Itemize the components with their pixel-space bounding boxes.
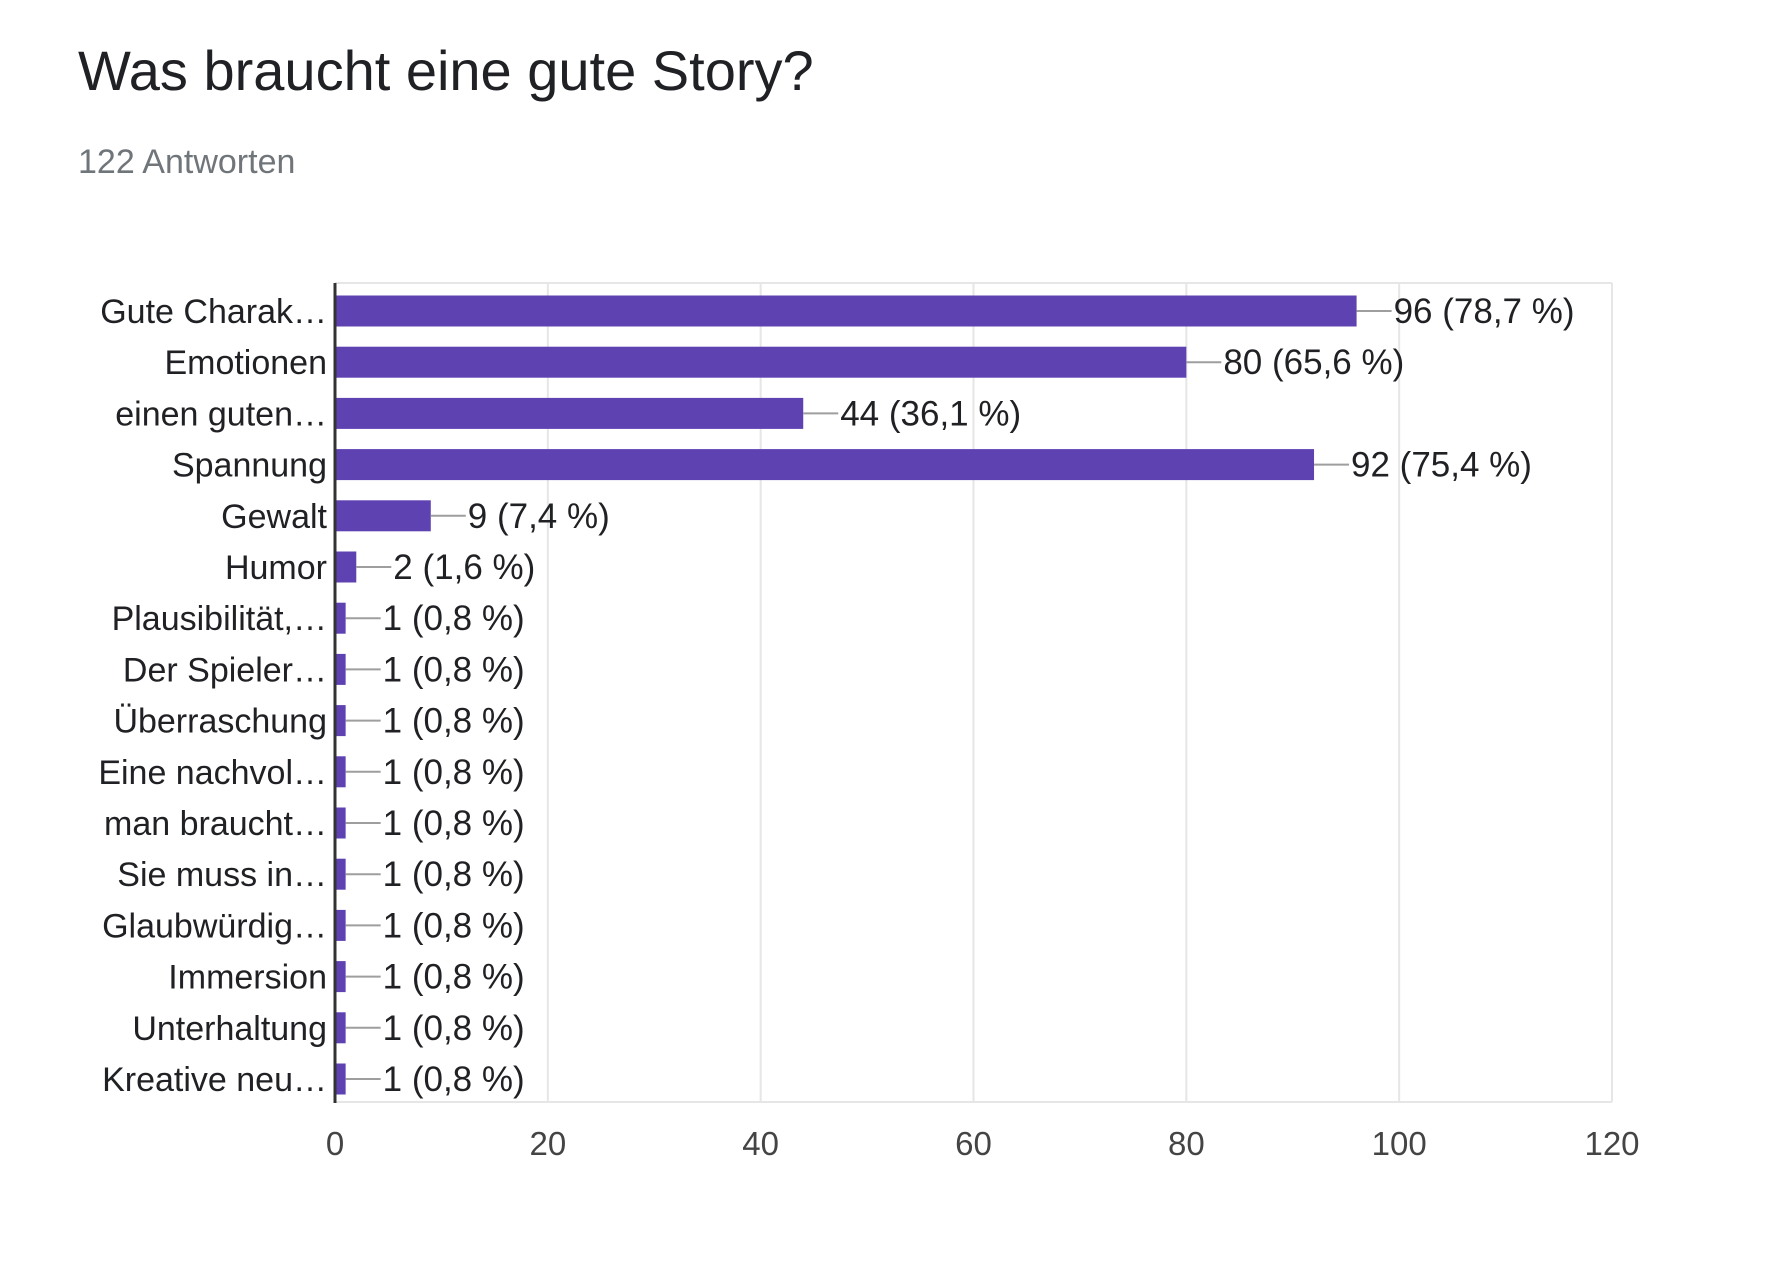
bar <box>335 295 1357 327</box>
data-label: 1 (0,8 %) <box>383 702 525 741</box>
category-label: Spannung <box>172 447 327 485</box>
chart-title: Was braucht eine gute Story? <box>78 39 814 102</box>
data-label: 1 (0,8 %) <box>383 906 525 945</box>
bar <box>335 961 346 993</box>
data-label: 1 (0,8 %) <box>383 1060 525 1099</box>
data-label: 1 (0,8 %) <box>383 958 525 997</box>
bar <box>335 705 346 737</box>
data-label: 96 (78,7 %) <box>1394 292 1575 331</box>
category-label: Gewalt <box>221 498 327 536</box>
labels: 0 20 40 60 80 100 120 96 (78,7 %) Gute Charak… 80… <box>98 292 1639 1162</box>
x-tick-label: 40 <box>742 1125 779 1162</box>
category-label: Humor <box>225 549 327 587</box>
bar <box>335 807 346 839</box>
bar <box>335 1012 346 1044</box>
bar <box>335 551 357 583</box>
data-label: 1 (0,8 %) <box>383 804 525 843</box>
category-label: Unterhaltung <box>132 1010 327 1048</box>
data-label: 1 (0,8 %) <box>383 650 525 689</box>
bar <box>335 449 1315 481</box>
category-label: Emotionen <box>164 344 327 382</box>
category-label: Überraschung <box>113 703 327 741</box>
data-label: 92 (75,4 %) <box>1351 446 1532 485</box>
data-label: 2 (1,6 %) <box>393 548 535 587</box>
category-label: Immersion <box>168 959 327 997</box>
bar <box>335 602 346 634</box>
gridlines <box>335 282 1613 1103</box>
bar <box>335 346 1187 378</box>
category-label: Kreative neu… <box>102 1061 327 1099</box>
x-tick-label: 0 <box>326 1125 344 1162</box>
category-label: Gute Charak… <box>100 293 327 331</box>
category-label: Der Spieler… <box>123 651 327 689</box>
category-label: Eine nachvol… <box>98 754 327 792</box>
x-tick-label: 100 <box>1372 1125 1427 1162</box>
bar <box>335 397 804 429</box>
bars <box>333 283 1392 1103</box>
category-label: Glaubwürdig… <box>102 907 327 945</box>
data-label: 1 (0,8 %) <box>383 599 525 638</box>
category-label: einen guten… <box>115 395 327 433</box>
x-tick-label: 120 <box>1584 1125 1639 1162</box>
response-count: 122 Antworten <box>78 143 296 181</box>
x-tick-label: 80 <box>1168 1125 1205 1162</box>
bar <box>335 500 431 532</box>
data-label: 44 (36,1 %) <box>840 394 1021 433</box>
data-label: 1 (0,8 %) <box>383 1009 525 1048</box>
bar <box>335 858 346 890</box>
data-label: 9 (7,4 %) <box>468 497 610 536</box>
bar <box>335 1063 346 1095</box>
x-tick-label: 20 <box>529 1125 566 1162</box>
category-label: Sie muss in… <box>117 856 327 894</box>
bar <box>335 653 346 685</box>
bar <box>335 756 346 788</box>
category-label: man braucht… <box>104 805 327 843</box>
category-label: Plausibilität,… <box>112 600 327 638</box>
x-tick-label: 60 <box>955 1125 992 1162</box>
data-label: 1 (0,8 %) <box>383 753 525 792</box>
data-label: 1 (0,8 %) <box>383 855 525 894</box>
data-label: 80 (65,6 %) <box>1223 343 1404 382</box>
bar <box>335 909 346 941</box>
